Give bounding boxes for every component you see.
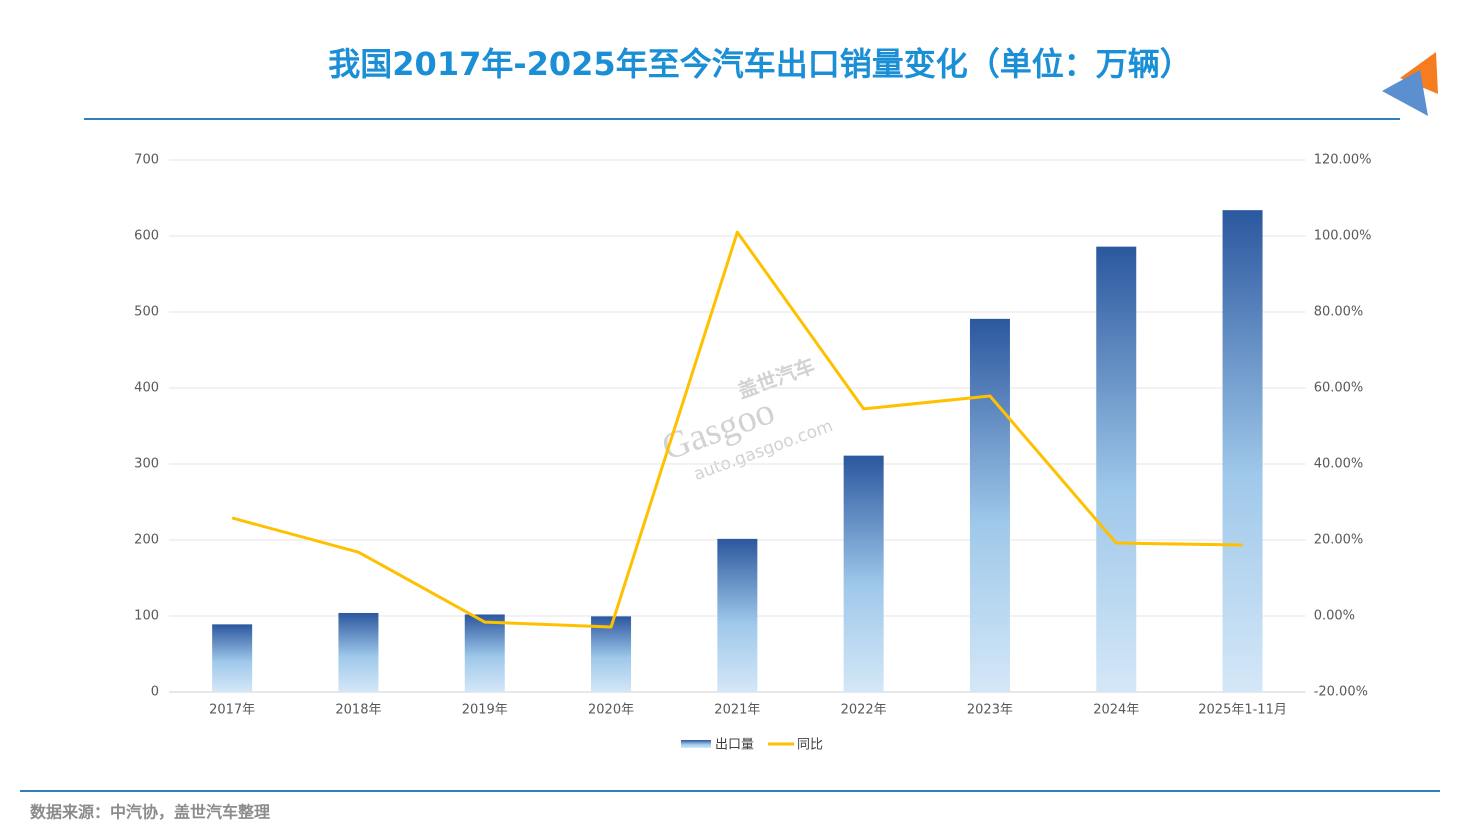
- y-tick-label: 100: [134, 609, 159, 624]
- x-tick-label: 2017年: [209, 703, 255, 718]
- legend-label: 出口量: [715, 738, 754, 753]
- y2-tick-label: 120.00%: [1314, 153, 1372, 168]
- bar: [212, 624, 253, 692]
- y2-tick-label: 0.00%: [1314, 609, 1355, 624]
- x-tick-label: 2024年: [1093, 703, 1139, 718]
- y-tick-label: 200: [134, 533, 159, 548]
- bar: [717, 538, 758, 692]
- y-tick-label: 500: [134, 305, 159, 320]
- line: [231, 230, 1243, 629]
- x-tick-label: 2018年: [335, 703, 381, 718]
- bar: [1096, 246, 1137, 692]
- watermark: 盖世汽车 Gasgoo auto.gasgoo.com: [657, 353, 836, 485]
- x-tick-label: 2022年: [841, 703, 887, 718]
- bar: [1222, 210, 1263, 692]
- x-tick-label: 2019年: [462, 703, 508, 718]
- y2-tick-label: 40.00%: [1314, 457, 1364, 472]
- y-tick-label: 0: [151, 685, 159, 700]
- x-tick-label: 2025年1-11月: [1198, 703, 1287, 718]
- bar: [969, 318, 1010, 692]
- y2-tick-label: -20.00%: [1314, 685, 1368, 700]
- y2-tick-label: 20.00%: [1314, 533, 1364, 548]
- y-tick-label: 600: [134, 229, 159, 244]
- chart-title: 我国2017年-2025年至今汽车出口销量变化（单位：万辆）: [328, 45, 1191, 83]
- bar: [338, 612, 379, 692]
- y2-tick-label: 100.00%: [1314, 229, 1372, 244]
- bar: [591, 616, 632, 692]
- x-tick-label: 2020年: [588, 703, 634, 718]
- bar: [843, 455, 884, 692]
- source: 数据来源：中汽协，盖世汽车整理: [30, 803, 270, 822]
- x-tick-label: 2021年: [714, 703, 760, 718]
- legend-label: 同比: [797, 738, 823, 753]
- logo-blue: [1382, 70, 1428, 116]
- legend-swatch: [681, 740, 711, 748]
- y2-tick-label: 80.00%: [1314, 305, 1364, 320]
- y-tick-label: 300: [134, 457, 159, 472]
- y-tick-label: 700: [134, 153, 159, 168]
- x-tick-label: 2023年: [967, 703, 1013, 718]
- y-tick-label: 400: [134, 381, 159, 396]
- y2-tick-label: 60.00%: [1314, 381, 1364, 396]
- bar: [464, 614, 505, 692]
